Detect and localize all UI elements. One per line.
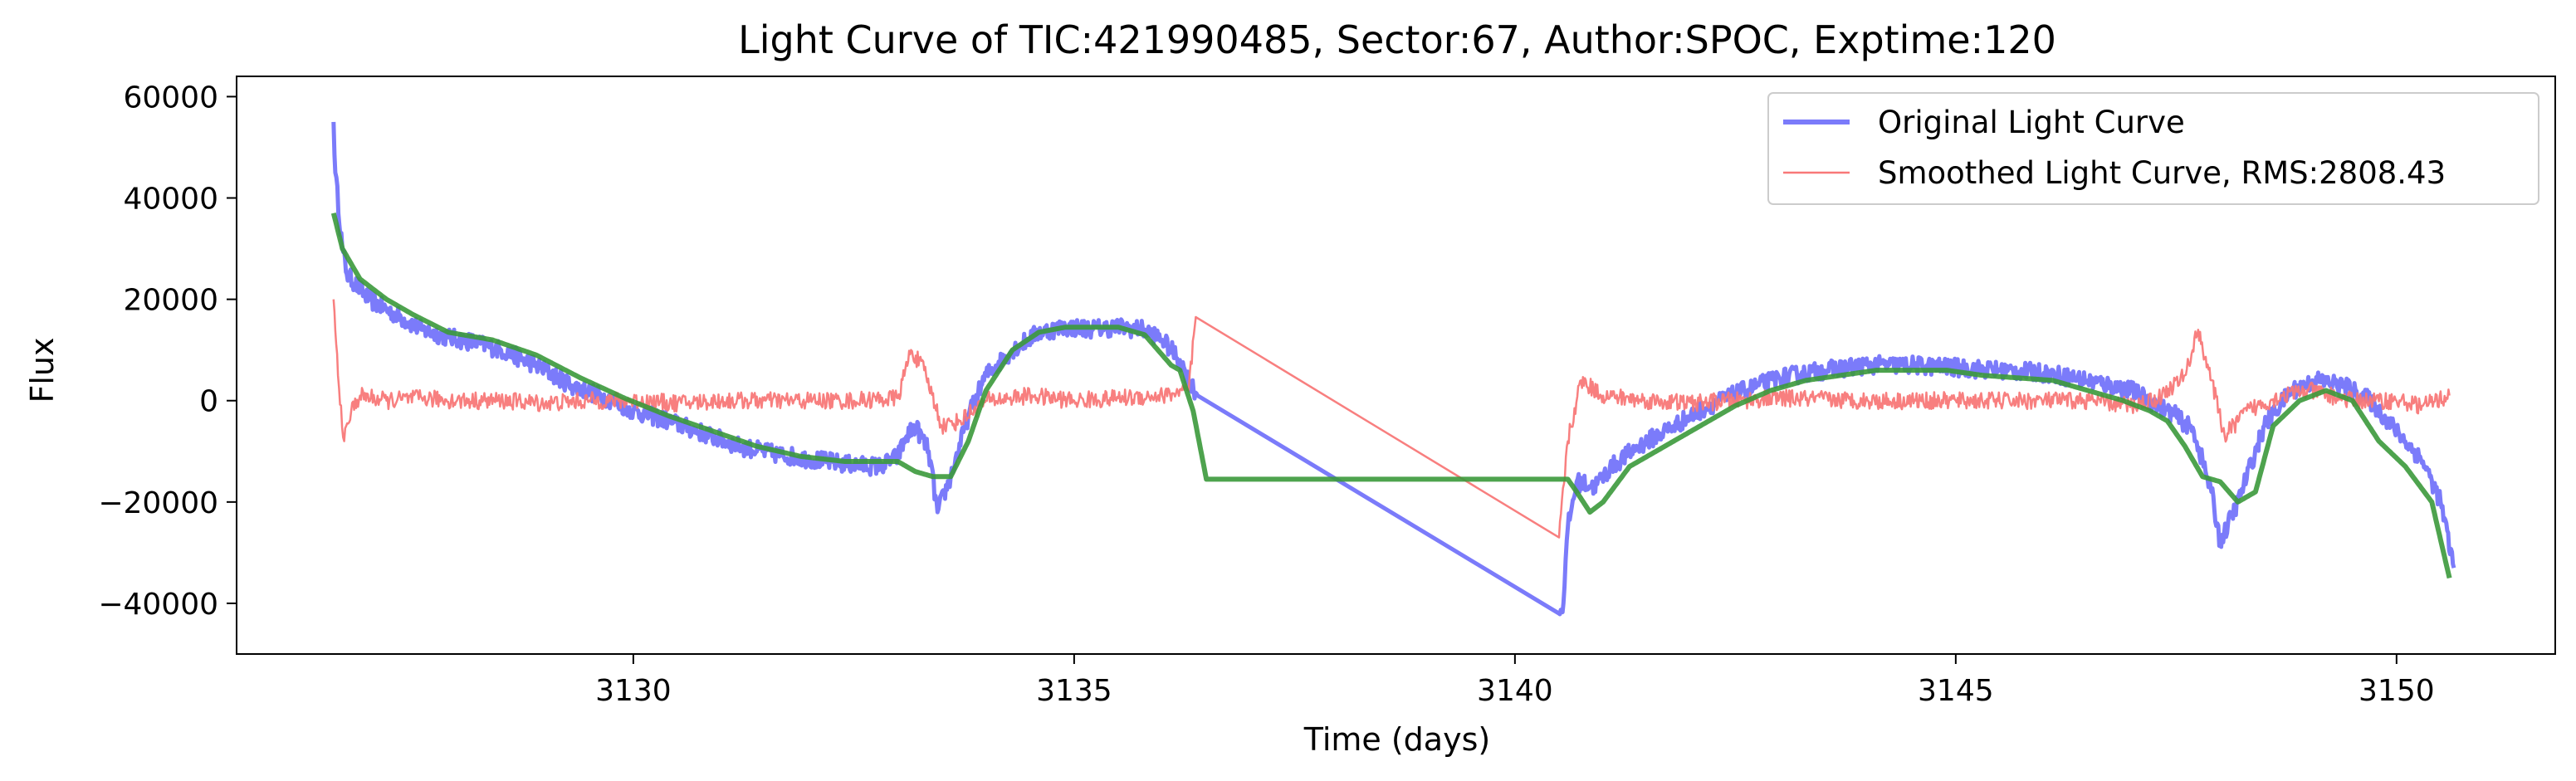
series-line-1 bbox=[332, 299, 2451, 539]
y-tick-label: 40000 bbox=[123, 183, 218, 217]
y-axis: −40000 −20000 0 20000 40000 60000 bbox=[98, 81, 237, 622]
y-tick-label: −20000 bbox=[98, 486, 218, 520]
legend-label-original: Original Light Curve bbox=[1878, 105, 2185, 140]
x-tick-label: 3135 bbox=[1036, 674, 1112, 708]
legend-box bbox=[1767, 92, 2539, 205]
y-tick-label: 0 bbox=[199, 385, 218, 419]
x-tick-label: 3140 bbox=[1477, 674, 1553, 708]
y-tick-label: 20000 bbox=[123, 284, 218, 318]
x-tick-label: 3145 bbox=[1918, 674, 1994, 708]
y-tick-label: 60000 bbox=[123, 81, 218, 115]
series-line-2 bbox=[330, 212, 2452, 579]
y-tick-label: −40000 bbox=[98, 588, 218, 622]
x-axis-label: Time (days) bbox=[1303, 721, 1490, 758]
plot-frame bbox=[236, 76, 2556, 655]
chart-title: Light Curve of TIC:421990485, Sector:67,… bbox=[738, 17, 2056, 62]
y-axis-label: Flux bbox=[24, 338, 61, 403]
series-line-0 bbox=[331, 121, 2456, 617]
legend-label-smoothed: Smoothed Light Curve, RMS:2808.43 bbox=[1878, 155, 2446, 191]
x-axis: 3130 3135 3140 3145 3150 bbox=[595, 654, 2435, 708]
x-tick-label: 3150 bbox=[2358, 674, 2435, 708]
plot-area bbox=[330, 121, 2456, 617]
legend: Original Light Curve Smoothed Light Curv… bbox=[1767, 92, 2539, 205]
x-tick-label: 3130 bbox=[595, 674, 672, 708]
